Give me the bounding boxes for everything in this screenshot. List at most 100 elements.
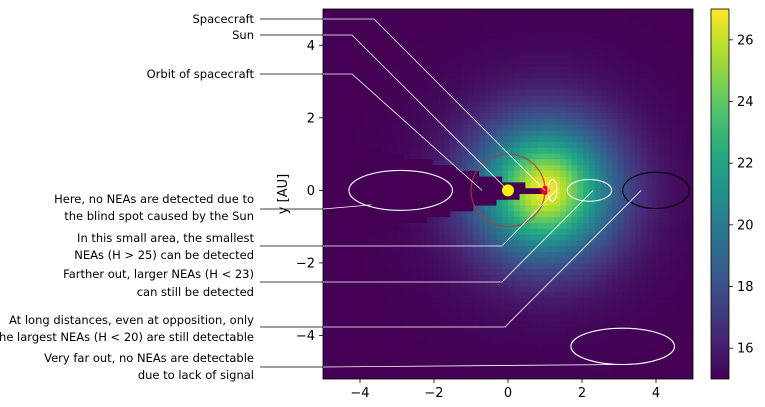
heatmap-cell <box>658 159 665 166</box>
heatmap-cell <box>438 188 446 195</box>
heatmap-cell <box>386 234 393 241</box>
heatmap-cell <box>623 298 631 305</box>
heatmap-cell <box>496 159 503 166</box>
heatmap-cell <box>629 315 636 322</box>
heatmap-cell <box>664 303 671 311</box>
heatmap-cell <box>612 251 619 259</box>
heatmap-cell <box>386 170 393 178</box>
heatmap-cell <box>386 9 393 16</box>
heatmap-cell <box>531 107 538 114</box>
heatmap-cell <box>536 165 544 172</box>
heatmap-cell <box>415 147 422 155</box>
heatmap-cell <box>415 332 422 340</box>
heatmap-cell <box>542 89 550 97</box>
heatmap-cell <box>479 350 486 357</box>
heatmap-cell <box>415 170 422 178</box>
heatmap-cell <box>409 118 417 126</box>
heatmap-cell <box>473 309 480 317</box>
heatmap-cell <box>577 159 584 166</box>
heatmap-cell <box>612 286 619 293</box>
heatmap-cell <box>432 130 440 137</box>
heatmap-cell <box>536 292 544 299</box>
heatmap-cell <box>519 205 526 212</box>
heatmap-cell <box>357 274 365 282</box>
heatmap-cell <box>450 205 457 212</box>
heatmap-cell <box>432 118 440 126</box>
heatmap-cell <box>421 251 428 259</box>
heatmap-cell <box>508 263 515 270</box>
heatmap-cell <box>421 217 428 224</box>
heatmap-cell <box>571 9 578 16</box>
heatmap-cell <box>496 37 503 45</box>
heatmap-cell <box>606 113 613 120</box>
heatmap-cell <box>519 303 526 311</box>
heatmap-cell <box>328 101 336 108</box>
heatmap-cell <box>346 14 353 22</box>
heatmap-cell <box>415 338 422 345</box>
heatmap-cell <box>588 222 596 230</box>
heatmap-cell <box>398 107 405 114</box>
heatmap-cell <box>450 72 457 79</box>
heatmap-cell <box>519 211 526 218</box>
heatmap-cell <box>525 95 532 103</box>
heatmap-cell <box>357 361 365 369</box>
heatmap-cell <box>548 170 555 178</box>
heatmap-cell <box>392 344 399 351</box>
heatmap-cell <box>444 176 451 184</box>
heatmap-cell <box>502 170 509 178</box>
heatmap-cell <box>479 373 486 379</box>
heatmap-cell <box>629 240 636 247</box>
heatmap-cell <box>496 373 503 379</box>
heatmap-cell <box>560 211 567 218</box>
heatmap-cell <box>427 159 434 166</box>
heatmap-cell <box>565 43 573 51</box>
heatmap-cell <box>334 251 341 259</box>
heatmap-cell <box>455 274 463 282</box>
heatmap-cell <box>380 350 388 357</box>
heatmap-cell <box>600 199 607 207</box>
heatmap-cell <box>328 188 336 195</box>
heatmap-cell <box>571 43 578 51</box>
heatmap-cell <box>432 350 440 357</box>
heatmap-cell <box>328 211 336 218</box>
heatmap-cell <box>664 361 671 369</box>
heatmap-cell <box>548 159 555 166</box>
heatmap-cell <box>369 14 376 22</box>
heatmap-cell <box>496 280 503 288</box>
heatmap-cell <box>334 315 341 322</box>
heatmap-cell <box>583 9 590 16</box>
heatmap-cell <box>554 286 561 293</box>
heatmap-cell <box>687 240 693 247</box>
heatmap-cell <box>392 72 399 79</box>
heatmap-cell <box>386 95 393 103</box>
heatmap-cell <box>473 9 480 16</box>
heatmap-cell <box>571 26 578 33</box>
heatmap-cell <box>346 332 353 340</box>
heatmap-cell <box>473 292 480 299</box>
heatmap-cell <box>369 147 376 155</box>
heatmap-cell <box>508 20 515 27</box>
heatmap-cell <box>669 251 677 259</box>
heatmap-cell <box>467 309 474 317</box>
heatmap-cell <box>583 136 590 143</box>
heatmap-cell <box>560 43 567 51</box>
heatmap-cell <box>583 367 590 374</box>
heatmap-cell <box>525 257 532 264</box>
heatmap-cell <box>536 118 544 126</box>
heatmap-cell <box>461 130 469 137</box>
heatmap-cell <box>375 315 382 322</box>
heatmap-cell <box>583 332 590 340</box>
heatmap-cell <box>652 344 659 351</box>
heatmap-cell <box>444 9 451 16</box>
heatmap-cell <box>542 373 550 379</box>
heatmap-cell <box>669 222 677 230</box>
heatmap-cell <box>577 165 584 172</box>
heatmap-cell <box>363 153 370 160</box>
heatmap-cell <box>409 49 417 56</box>
heatmap-cell <box>640 234 648 241</box>
heatmap-cell <box>623 147 631 155</box>
heatmap-cell <box>565 373 573 379</box>
heatmap-cell <box>508 217 515 224</box>
heatmap-cell <box>427 188 434 195</box>
heatmap-cell <box>617 326 625 334</box>
